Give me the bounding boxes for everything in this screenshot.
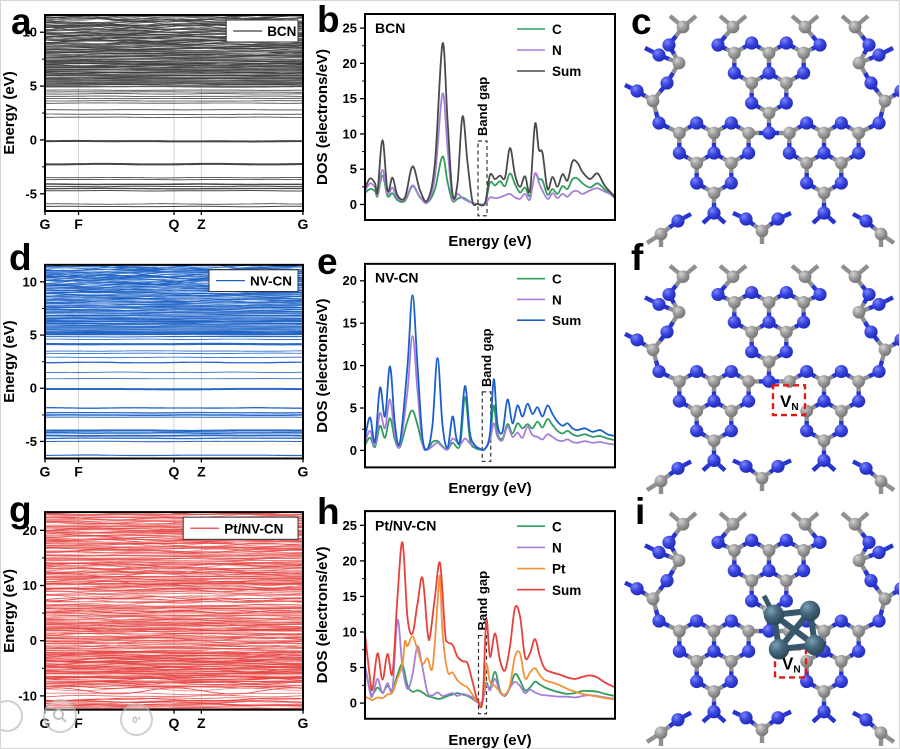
svg-text:DOS (electrons/eV): DOS (electrons/eV) <box>315 298 331 432</box>
panel-letter-f: f <box>631 239 643 276</box>
svg-text:10: 10 <box>343 624 357 639</box>
rotate-icon[interactable]: 0° <box>120 703 153 736</box>
svg-text:5: 5 <box>30 328 37 343</box>
svg-text:20: 20 <box>343 56 357 71</box>
svg-text:C: C <box>552 272 562 287</box>
svg-text:Pt/NV-CN: Pt/NV-CN <box>375 517 436 533</box>
band-structure-panel-nvcn: 10 5 0 -5 G F Q Z G Energy (eV) NV-CN <box>1 251 311 498</box>
svg-text:BCN: BCN <box>267 24 296 39</box>
svg-text:20: 20 <box>343 553 357 568</box>
svg-text:5: 5 <box>30 79 37 94</box>
svg-text:0: 0 <box>350 696 357 711</box>
band-structure-panel-bcn: 10 5 0 -5 G F Q Z G Energy (eV) BCN <box>1 1 311 251</box>
panel-letter-d: d <box>9 239 32 276</box>
dos-chart: Band gap 0 5 10 15 20 NV-CN Sum NC DOS (electrons… <box>311 251 621 498</box>
svg-text:Pt: Pt <box>552 562 566 577</box>
svg-text:25: 25 <box>343 21 357 36</box>
panel-letter-i: i <box>635 493 645 530</box>
svg-text:Energy (eV): Energy (eV) <box>448 481 531 497</box>
svg-text:10: 10 <box>343 358 357 373</box>
dos-panel-ptnvcn: Band gap 0 5 10 15 20 25 Pt/NV-CN Sum Pt N C DOS (el… <box>311 498 621 749</box>
svg-text:F: F <box>74 463 83 479</box>
svg-text:-5: -5 <box>25 434 37 449</box>
svg-text:G: G <box>298 715 309 731</box>
svg-text:C: C <box>552 22 562 37</box>
svg-text:0: 0 <box>30 381 37 396</box>
svg-text:5: 5 <box>350 162 357 177</box>
svg-text:Sum: Sum <box>552 313 581 328</box>
svg-text:-10: -10 <box>18 688 37 703</box>
magnifier-icon[interactable] <box>43 699 77 733</box>
svg-text:Z: Z <box>197 463 206 479</box>
panel-letter-b: b <box>317 1 340 38</box>
svg-text:-5: -5 <box>25 186 37 201</box>
svg-text:G: G <box>298 216 309 232</box>
structure-panel-cn <box>621 1 900 251</box>
svg-text:DOS (electrons/eV): DOS (electrons/eV) <box>314 547 331 684</box>
svg-text:N: N <box>552 292 562 307</box>
dos-chart: Band gap 0 5 10 15 20 25 BCN Sum NC DOS (electrons… <box>311 1 621 251</box>
svg-text:DOS (electrons/eV): DOS (electrons/eV) <box>314 49 331 185</box>
structure-panel-pt-nv-cn: VN <box>621 498 900 749</box>
svg-text:Z: Z <box>197 715 206 731</box>
svg-text:Energy (eV): Energy (eV) <box>1 569 18 653</box>
svg-text:C: C <box>552 519 562 534</box>
svg-text:0: 0 <box>350 197 357 212</box>
svg-text:Energy (eV): Energy (eV) <box>2 320 18 402</box>
dos-panel-nvcn: Band gap 0 5 10 15 20 NV-CN Sum N C DOS (electrons… <box>311 251 621 498</box>
svg-text:Q: Q <box>169 715 180 731</box>
rotate-angle-label: 0° <box>132 715 141 725</box>
svg-text:G: G <box>40 463 51 479</box>
svg-text:0: 0 <box>30 132 37 147</box>
molecular-structure: VN <box>621 251 900 498</box>
svg-text:20: 20 <box>343 273 357 288</box>
svg-text:Sum: Sum <box>552 583 581 598</box>
svg-text:Band gap: Band gap <box>479 328 494 387</box>
molecular-structure: VN <box>621 498 900 749</box>
svg-text:Energy (eV): Energy (eV) <box>448 732 531 749</box>
svg-text:15: 15 <box>343 589 357 604</box>
structure-panel-nv-cn: VN <box>621 251 900 498</box>
svg-text:N: N <box>552 540 562 555</box>
panel-letter-a: a <box>11 3 32 40</box>
svg-text:Pt/NV-CN: Pt/NV-CN <box>224 521 283 536</box>
svg-text:NV-CN: NV-CN <box>375 270 419 286</box>
svg-text:15: 15 <box>343 316 357 331</box>
svg-text:Z: Z <box>197 216 206 232</box>
svg-text:VN: VN <box>780 392 799 413</box>
svg-text:NV-CN: NV-CN <box>250 274 292 289</box>
svg-text:10: 10 <box>23 578 37 593</box>
magnifier-glyph <box>52 708 68 724</box>
svg-text:G: G <box>40 216 51 232</box>
svg-text:10: 10 <box>343 126 357 141</box>
svg-text:5: 5 <box>350 401 357 416</box>
svg-text:Energy (eV): Energy (eV) <box>448 233 531 250</box>
panel-letter-h: h <box>317 493 340 530</box>
panel-letter-c: c <box>631 3 652 40</box>
svg-text:25: 25 <box>343 518 357 533</box>
svg-text:G: G <box>298 463 309 479</box>
svg-text:BCN: BCN <box>375 20 405 36</box>
svg-text:0: 0 <box>30 633 37 648</box>
molecular-structure <box>621 1 900 251</box>
svg-text:Q: Q <box>169 463 180 479</box>
panel-letter-e: e <box>317 243 338 280</box>
svg-text:15: 15 <box>343 91 357 106</box>
svg-text:5: 5 <box>350 660 357 675</box>
svg-text:0: 0 <box>350 443 357 458</box>
svg-text:N: N <box>552 43 562 58</box>
svg-text:Band gap: Band gap <box>475 77 490 136</box>
svg-text:Q: Q <box>169 216 180 232</box>
panel-letter-g: g <box>9 491 32 528</box>
svg-text:F: F <box>74 216 83 232</box>
svg-text:Sum: Sum <box>552 64 581 79</box>
svg-text:Energy (eV): Energy (eV) <box>1 71 18 154</box>
dos-panel-bcn: Band gap 0 5 10 15 20 25 BCN Sum N C DOS (electrons… <box>311 1 621 251</box>
